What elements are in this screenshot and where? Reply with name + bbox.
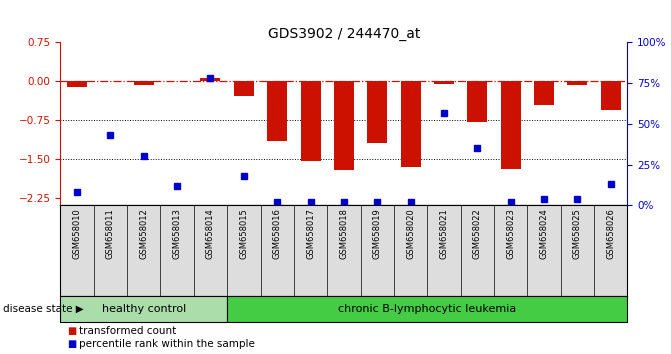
Text: healthy control: healthy control [101,304,186,314]
Bar [467,81,487,121]
Text: GSM658011: GSM658011 [106,208,115,259]
Text: GSM658013: GSM658013 [172,208,182,259]
Bar [367,81,387,143]
Text: GSM658012: GSM658012 [140,208,148,259]
Text: GSM658021: GSM658021 [440,208,448,259]
Text: GSM658026: GSM658026 [606,208,615,259]
Text: GSM658019: GSM658019 [372,208,382,259]
Bar [267,81,287,141]
Text: GSM658014: GSM658014 [206,208,215,259]
Title: GDS3902 / 244470_at: GDS3902 / 244470_at [268,28,420,41]
Bar [67,81,87,87]
Text: GSM658010: GSM658010 [72,208,82,259]
Text: disease state ▶: disease state ▶ [3,304,84,314]
Bar [601,81,621,110]
Bar [234,81,254,96]
Bar [134,81,154,85]
Text: GSM658025: GSM658025 [573,208,582,259]
Text: GSM658016: GSM658016 [272,208,282,259]
Text: GSM658018: GSM658018 [340,208,348,259]
Bar [334,81,354,170]
Text: GSM658015: GSM658015 [240,208,248,259]
Text: percentile rank within the sample: percentile rank within the sample [79,339,255,349]
Text: transformed count: transformed count [79,326,176,336]
Text: GSM658023: GSM658023 [506,208,515,259]
Text: ■: ■ [67,339,76,349]
Bar [434,81,454,84]
Text: GSM658022: GSM658022 [473,208,482,259]
Bar [501,81,521,169]
Text: GSM658017: GSM658017 [306,208,315,259]
Bar [201,78,221,81]
Bar [401,81,421,166]
Text: GSM658020: GSM658020 [406,208,415,259]
Bar [534,81,554,104]
Text: chronic B-lymphocytic leukemia: chronic B-lymphocytic leukemia [338,304,517,314]
Text: ■: ■ [67,326,76,336]
Bar [301,81,321,161]
Bar [568,81,587,85]
Text: GSM658024: GSM658024 [539,208,548,259]
Bar [60,296,227,322]
Bar [227,296,627,322]
